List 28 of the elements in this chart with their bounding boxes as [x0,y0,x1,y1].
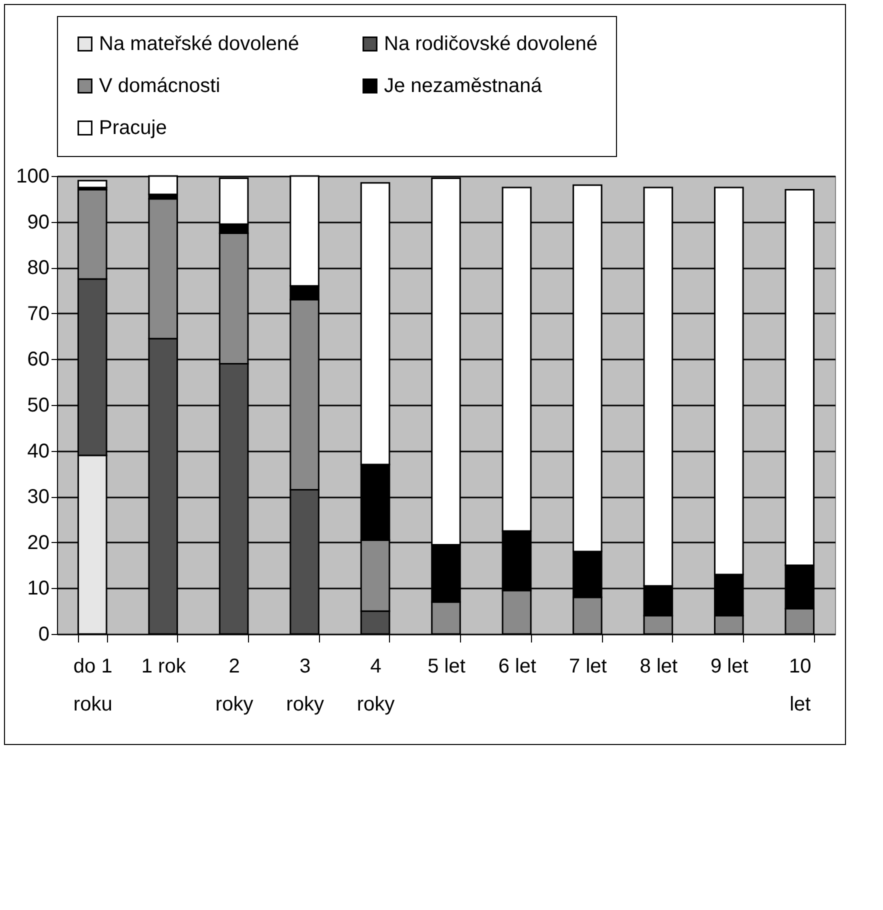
y-tick-label: 20 [27,532,50,554]
x-tick-label: 6 let [498,656,537,678]
x-tick-label: 1 rok [141,656,187,678]
y-tick-label: 90 [27,211,50,234]
bar [77,180,108,188]
y-tick-label: 60 [27,348,50,371]
y-tick-label: 50 [27,394,50,416]
x-tick-label: 3 roky [286,656,324,716]
y-tick-label: 80 [27,257,50,280]
x-tick-label: 7 let [569,656,608,678]
y-tick-label: 10 [27,578,50,600]
x-tick-label: 9 let [710,656,749,678]
x-tick-label: 8 let [640,656,678,678]
x-tick-label: 5 let [428,656,466,678]
y-tick-label: 100 [16,166,50,188]
y-tick-label: 70 [27,302,50,325]
legend-label: Na rodičovské dovolené [384,33,598,55]
x-tick-label: 2 roky [215,656,254,716]
legend-label: Je nezaměstnaná [384,75,543,97]
y-tick-label: 40 [27,440,50,462]
x-tick-label: 4 roky [356,656,395,716]
y-tick-label: 0 [38,624,50,646]
legend-label: Na mateřské dovolené [99,33,300,55]
y-tick-label: 30 [27,486,50,508]
x-tick-label: do 1 roku [73,656,112,716]
legend-label: V domácnosti [99,75,220,97]
x-tick-label: 10 let [789,656,812,716]
legend-label: Pracuje [99,117,167,139]
